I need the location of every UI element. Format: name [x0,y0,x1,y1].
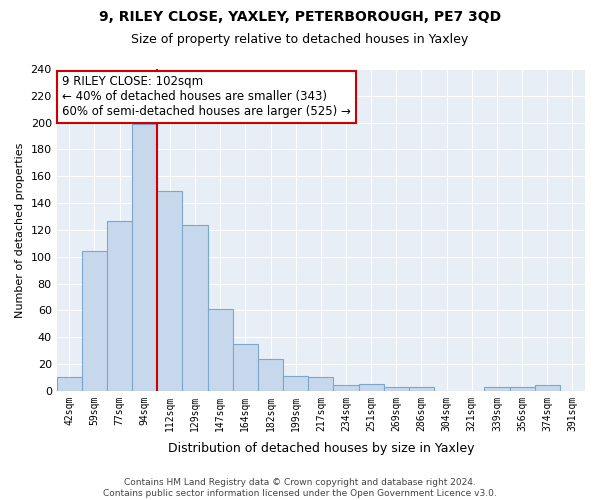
Bar [107,220,132,391]
Bar [409,387,434,391]
Y-axis label: Number of detached properties: Number of detached properties [15,142,25,318]
Bar [132,124,157,391]
Bar [334,386,359,391]
Bar [233,344,258,391]
Bar [535,386,560,391]
Bar [258,358,283,391]
X-axis label: Distribution of detached houses by size in Yaxley: Distribution of detached houses by size … [167,442,474,455]
Text: 9 RILEY CLOSE: 102sqm
← 40% of detached houses are smaller (343)
60% of semi-det: 9 RILEY CLOSE: 102sqm ← 40% of detached … [62,76,351,118]
Bar [484,387,509,391]
Text: Contains HM Land Registry data © Crown copyright and database right 2024.
Contai: Contains HM Land Registry data © Crown c… [103,478,497,498]
Bar [359,384,384,391]
Text: Size of property relative to detached houses in Yaxley: Size of property relative to detached ho… [131,32,469,46]
Bar [182,224,208,391]
Bar [157,191,182,391]
Text: 9, RILEY CLOSE, YAXLEY, PETERBOROUGH, PE7 3QD: 9, RILEY CLOSE, YAXLEY, PETERBOROUGH, PE… [99,10,501,24]
Bar [308,378,334,391]
Bar [509,387,535,391]
Bar [283,376,308,391]
Bar [82,252,107,391]
Bar [208,309,233,391]
Bar [384,387,409,391]
Bar [56,378,82,391]
